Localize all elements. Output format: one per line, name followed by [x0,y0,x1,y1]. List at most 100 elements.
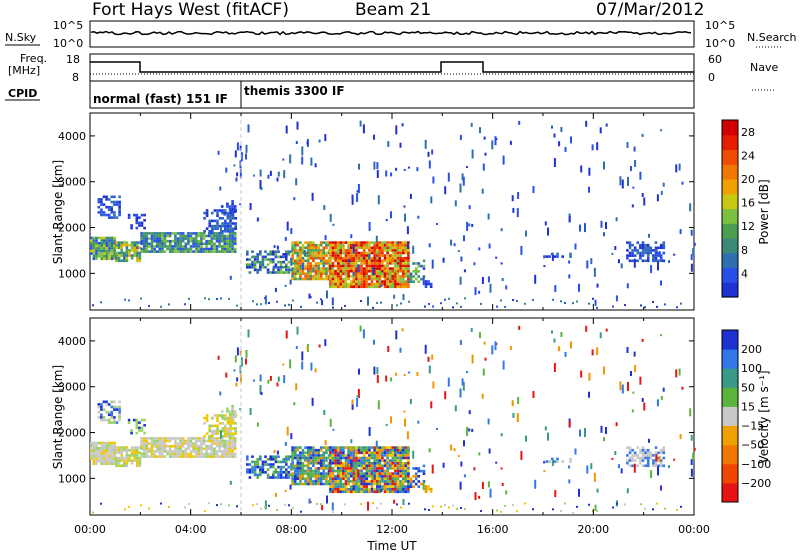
power-cell [368,277,371,281]
velocity-cell [215,444,219,448]
velocity-cell [429,487,433,491]
power-cell [97,211,101,214]
velocity-cell [362,329,365,339]
velocity-cell [399,451,402,455]
power-cell [460,305,462,308]
velocity-cell [373,464,376,468]
velocity-cell [380,489,383,493]
power-cell [349,269,353,273]
velocity-cell [184,439,188,443]
power-cell [334,256,337,260]
velocity-cell [205,416,209,420]
velocity-cell [223,447,227,451]
power-cell [113,244,116,248]
power-cell [331,251,335,255]
velocity-cell [245,358,247,365]
velocity-cell [627,381,629,391]
power-cell [246,258,249,261]
power-cell [489,283,492,293]
velocity-cell [319,480,323,483]
velocity-cell [327,448,331,452]
velocity-cell [373,454,376,457]
velocity-cell [276,509,278,512]
velocity-cell [404,418,406,427]
velocity-cell [220,450,224,453]
power-cell [360,275,363,278]
power-cell [296,269,300,273]
velocity-cell [231,437,234,440]
velocity-cell [239,408,242,411]
power-cell [158,237,162,240]
power-cell [673,253,676,256]
power-cell [368,267,371,270]
velocity-cell [208,424,211,428]
velocity-cell [564,351,567,357]
power-cell [143,226,146,230]
power-cell [355,256,358,260]
power-cell [331,262,335,265]
velocity-cell [631,459,634,462]
power-cell [322,267,326,270]
velocity-cell [148,447,151,451]
velocity-cell [299,446,302,449]
velocity-cell [138,464,142,468]
velocity-cell [355,446,358,449]
velocity-cell [213,447,216,451]
power-cell [189,237,193,240]
velocity-cell [388,454,392,457]
power-cell [631,249,634,252]
velocity-cell [218,422,222,425]
velocity-cell [373,446,376,449]
power-cell [378,243,382,247]
power-cell [370,262,374,265]
power-cell [203,217,206,220]
velocity-cell [90,441,93,445]
velocity-cell [256,476,259,479]
velocity-cell [422,469,426,473]
power-cell [385,219,388,222]
velocity-cell [291,477,294,481]
power-cell [360,246,363,250]
velocity-cell [381,469,384,473]
power-cell [110,205,114,209]
power-cell [332,306,334,309]
power-cell [200,247,203,251]
velocity-cell [224,424,227,428]
power-cell [620,263,623,269]
velocity-cell [386,459,389,462]
velocity-cell [296,446,300,449]
velocity-cell [171,452,175,456]
power-cell [269,250,272,253]
power-cell [125,254,129,257]
velocity-cell [168,505,170,508]
velocity-cell [291,474,294,478]
power-cell [150,242,154,246]
power-cell [291,249,294,252]
velocity-cell [174,455,177,458]
power-cell [105,198,108,201]
power-cell [150,237,154,240]
power-cell [681,181,684,185]
power-cell [296,259,300,263]
power-cell [548,255,551,258]
velocity-cell [375,487,379,491]
velocity-cell [285,330,288,339]
velocity-cell [336,459,340,462]
velocity-cell [312,480,315,483]
velocity-cell [210,447,214,451]
power-cell [171,245,175,248]
power-cell [383,241,387,244]
power-cell [115,200,119,204]
velocity-cell [643,402,646,411]
power-cell [428,243,431,248]
power-cell [404,246,408,250]
velocity-cell [301,451,305,455]
velocity-cell [396,503,398,506]
power-cell [223,250,227,253]
power-cell [391,262,395,265]
velocity-cell [317,480,320,483]
velocity-cell [293,472,297,475]
velocity-cell [226,442,229,445]
velocity-cell [215,442,219,445]
power-cell [349,282,353,286]
